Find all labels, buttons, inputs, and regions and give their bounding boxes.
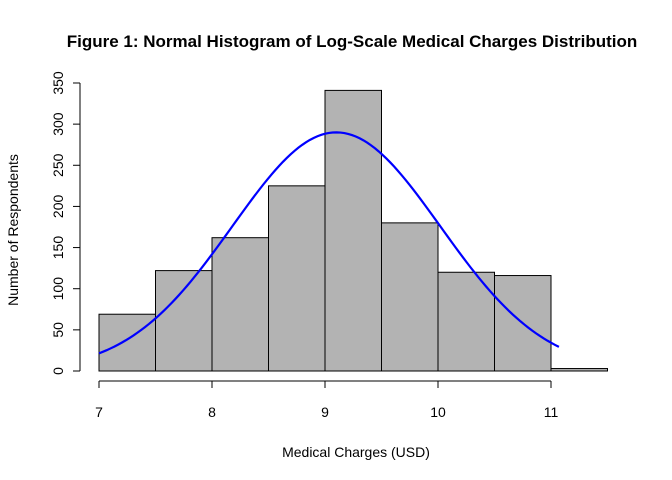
x-tick-label: 7 <box>95 404 103 420</box>
histogram-bar <box>211 237 269 372</box>
histogram-bar <box>98 313 156 372</box>
normal-curve <box>98 131 560 355</box>
histogram-bar <box>437 271 495 372</box>
y-tick-label: 250 <box>50 153 66 177</box>
y-tick-label: 300 <box>50 112 66 136</box>
y-axis-label: Number of Respondents <box>5 154 21 306</box>
x-tick-label: 11 <box>544 404 559 420</box>
histogram-bar <box>268 185 326 372</box>
histogram-bar <box>155 270 213 372</box>
histogram-bar <box>381 222 439 372</box>
x-tick-label: 10 <box>430 404 446 420</box>
y-tick-label: 200 <box>50 195 66 219</box>
y-axis: 0 50 100 150 200 250 300 350 <box>50 71 81 375</box>
histogram-bars <box>98 89 608 372</box>
x-tick-label: 8 <box>208 404 216 420</box>
y-tick-label: 150 <box>50 236 66 260</box>
histogram-bar <box>550 368 608 372</box>
chart-title: Figure 1: Normal Histogram of Log-Scale … <box>67 32 638 51</box>
y-tick-label: 0 <box>50 367 66 375</box>
histogram-bar <box>494 275 552 372</box>
histogram-bar <box>324 89 382 372</box>
x-tick-label: 9 <box>321 404 329 420</box>
y-tick-label: 50 <box>50 322 66 338</box>
y-tick-label: 100 <box>50 277 66 301</box>
y-tick-label: 350 <box>50 71 66 95</box>
x-axis-label: Medical Charges (USD) <box>282 444 430 460</box>
x-axis: 7 8 9 10 11 <box>95 380 559 420</box>
